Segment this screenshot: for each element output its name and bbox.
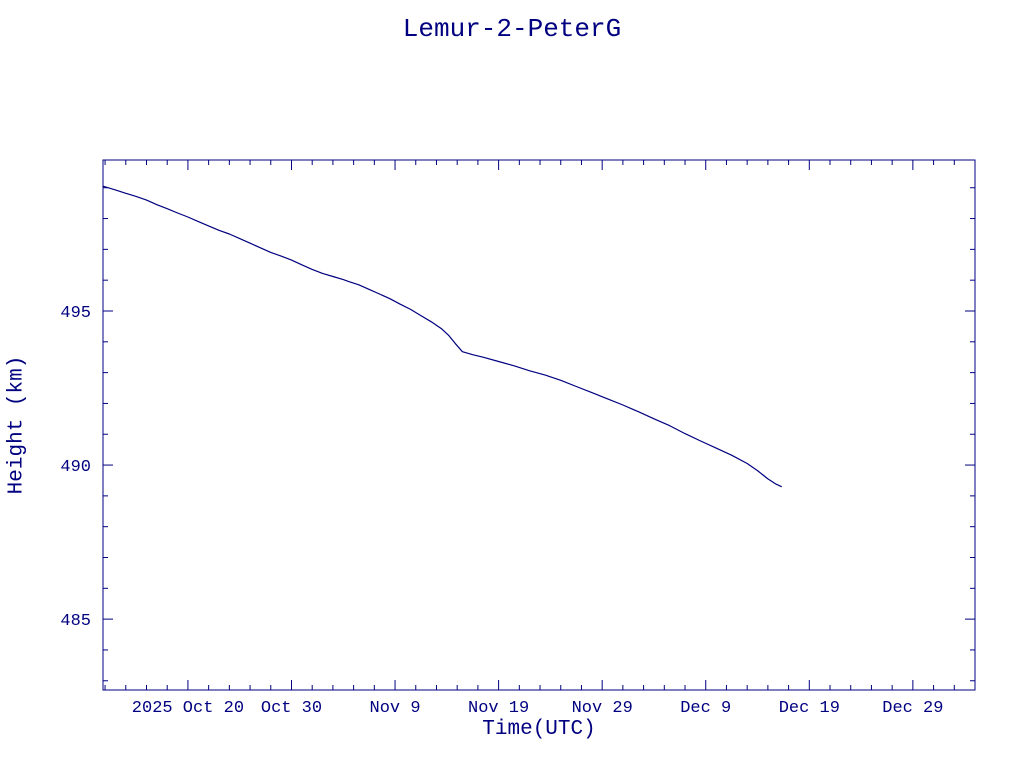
height-decay-line xyxy=(102,185,782,488)
x-tick-label: Nov 9 xyxy=(370,699,421,718)
x-tick-label: Dec 19 xyxy=(779,699,840,718)
x-tick-label: Dec 29 xyxy=(882,699,943,718)
y-tick-label: 490 xyxy=(60,458,91,477)
x-tick-label: Nov 19 xyxy=(468,699,529,718)
x-tick-label: Nov 29 xyxy=(572,699,633,718)
chart-title: Lemur-2-PeterG xyxy=(402,14,622,44)
y-tick-label: 485 xyxy=(60,612,91,631)
x-tick-label: Oct 30 xyxy=(261,699,322,718)
x-tick-label: 2025 Oct 20 xyxy=(132,699,244,718)
y-axis-label: Height (km) xyxy=(5,355,29,495)
x-axis-label: Time(UTC) xyxy=(482,718,596,741)
x-tick-label: Dec 9 xyxy=(680,699,731,718)
y-tick-label: 495 xyxy=(60,304,91,323)
plot-frame xyxy=(102,159,976,691)
